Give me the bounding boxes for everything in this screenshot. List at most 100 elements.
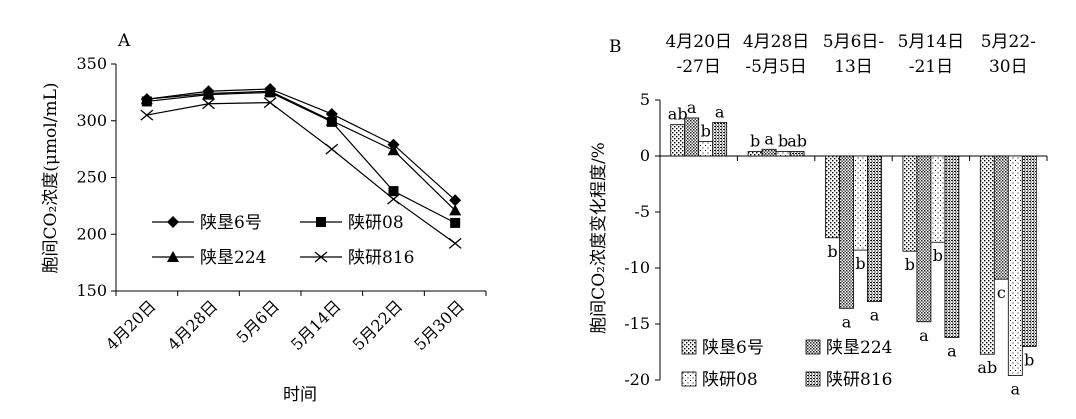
chart-a-y-tick-label: 350 <box>76 54 107 73</box>
chart-b-significance-label: a <box>947 341 957 360</box>
chart-a-data-point <box>388 186 399 197</box>
chart-b-legend-label: 陕垦6号 <box>702 338 764 358</box>
chart-a-legend-label: 陕垦6号 <box>200 213 262 233</box>
chart-b-category-label: -21日 <box>909 57 953 77</box>
x-marker-stroke <box>387 193 400 205</box>
chart-b-y-tick-label: -20 <box>624 370 650 389</box>
panel-a-label: A <box>117 31 131 51</box>
chart-b-bar <box>775 151 791 157</box>
chart-b-y-tick-label: 0 <box>640 146 650 165</box>
chart-b-legend-label: 陕垦224 <box>826 338 892 358</box>
chart-b-significance-label: b <box>855 254 865 273</box>
chart-a-series-line <box>146 88 456 201</box>
chart-a-data-point <box>140 93 153 105</box>
chart-a-y-tick-label: 300 <box>76 111 107 130</box>
chart-a-legend-label: 陕研816 <box>348 248 414 268</box>
chart-b-bar <box>1021 155 1037 347</box>
chart-b-legend-swatch <box>805 371 821 387</box>
chart-a-legend-label: 陕垦224 <box>200 248 266 268</box>
chart-b-category-label: -27日 <box>677 57 721 77</box>
x-marker-stroke <box>448 237 462 249</box>
chart-b-bar <box>867 155 882 303</box>
chart-a-data-point <box>449 194 462 207</box>
chart-b-significance-label: a <box>687 98 697 117</box>
chart-b-significance-label: a <box>870 306 880 325</box>
chart-b-significance-label: a <box>919 326 929 345</box>
chart-b-category-label: -5月5日 <box>745 57 806 77</box>
chart-b-significance-label: b <box>778 132 788 151</box>
chart-b-significance-label: a <box>1011 380 1021 399</box>
chart-a-x-tick-label: 5月22日 <box>349 296 407 354</box>
chart-a-x-tick-label: 4月20日 <box>102 296 160 354</box>
chart-b-bar <box>993 155 1009 280</box>
chart-a-x-tick-label: 5月30日 <box>410 296 468 354</box>
chart-b-significance-label: b <box>701 121 711 140</box>
chart-a-data-point <box>448 237 462 249</box>
chart-b-bar <box>916 155 932 323</box>
panel-b-label: B <box>609 37 622 57</box>
chart-b-bar <box>979 155 995 355</box>
chart-b-y-axis-label: 胞间CO₂浓度变化程度/% <box>589 142 609 334</box>
chart-b-bar <box>930 155 946 243</box>
chart-a-data-point <box>325 143 339 155</box>
chart-b-category-label: 5月22- <box>981 32 1036 52</box>
chart-b-bar <box>712 122 728 157</box>
chart-b-bar <box>1007 155 1023 376</box>
chart-b-bar <box>698 141 714 157</box>
chart-a-data-point <box>264 85 277 97</box>
chart-b-bar <box>902 155 918 252</box>
chart-a-data-point <box>449 204 462 216</box>
chart-a-legend-marker <box>167 216 179 228</box>
chart-b: B 胞间CO₂浓度变化程度/% 5 0 -5 -10 -15 -20 4月20日 -27日 4月… <box>589 32 1048 399</box>
chart-a-legend-marker <box>316 217 326 227</box>
chart-b-category-label: 4月20日 <box>665 32 731 52</box>
chart-b-bar <box>839 155 854 309</box>
chart-a-x-tick-label: 5月14日 <box>287 296 345 354</box>
chart-a-x-tick-label: 4月28日 <box>164 296 222 354</box>
chart-b-bar <box>670 124 686 157</box>
chart-a-legend-marker <box>167 251 179 262</box>
chart-b-significance-label: ab <box>977 358 997 377</box>
chart-b-bar <box>761 148 777 157</box>
chart-b-bar <box>944 155 960 338</box>
chart-b-significance-label: a <box>764 129 774 148</box>
chart-b-significance-label: a <box>842 312 852 331</box>
chart-b-y-tick-label: -15 <box>624 314 650 333</box>
chart-b-legend-swatch <box>681 371 697 387</box>
chart-a-data-point <box>263 97 277 109</box>
chart-b-significance-label: ab <box>787 132 807 151</box>
chart-b-bar <box>684 117 700 157</box>
x-marker-stroke <box>140 109 154 121</box>
chart-b-significance-label: b <box>827 242 837 261</box>
x-marker-stroke <box>314 251 328 263</box>
chart-a-data-point <box>387 144 400 156</box>
chart-b-bar <box>853 155 868 251</box>
chart-a-x-axis-label: 时间 <box>283 385 317 405</box>
chart-b-significance-label: b <box>750 132 760 151</box>
chart-b-category-label: 5月14日 <box>898 32 964 52</box>
chart-b-y-tick-label: -10 <box>624 258 650 277</box>
x-marker-stroke <box>263 97 277 109</box>
chart-b-bar <box>747 151 763 157</box>
x-marker-stroke <box>325 143 339 155</box>
chart-b-legend-label: 陕研816 <box>826 370 892 390</box>
chart-a-series-line <box>146 101 456 244</box>
chart-b-significance-label: a <box>715 102 725 121</box>
chart-a-series-line <box>146 91 456 224</box>
chart-b-legend-label: 陕研08 <box>702 370 758 390</box>
chart-b-significance-label: b <box>933 246 943 265</box>
chart-a-data-point <box>202 98 215 110</box>
chart-a-data-point <box>450 217 461 228</box>
chart-b-y-tick-label: 5 <box>640 90 650 109</box>
chart-a-y-tick-label: 200 <box>76 224 107 243</box>
chart-a: A 胞间CO₂浓度(μmol/mL) 时间 150 200 250 300 350 4月2… <box>41 31 487 405</box>
chart-b-category-label: 4月28日 <box>743 32 809 52</box>
chart-a-data-point <box>325 114 338 126</box>
chart-a-y-tick-label: 250 <box>76 168 107 187</box>
chart-b-bar <box>789 151 805 157</box>
chart-a-legend-marker <box>314 251 328 263</box>
chart-b-significance-label: c <box>997 283 1006 302</box>
chart-b-significance-label: b <box>905 255 915 274</box>
chart-b-significance-label: ab <box>668 105 688 124</box>
